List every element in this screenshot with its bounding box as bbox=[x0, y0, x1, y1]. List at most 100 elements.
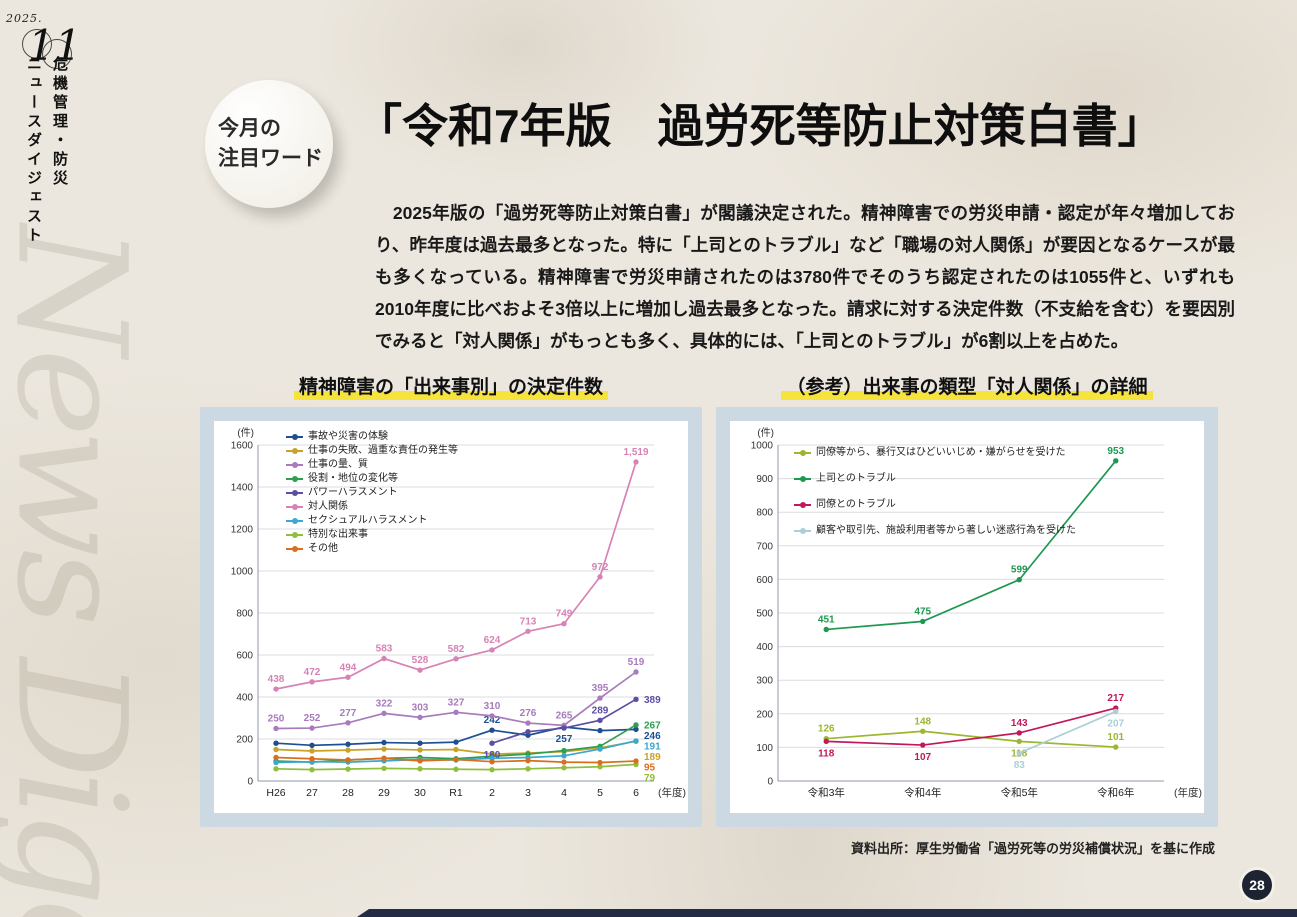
legend-line-marker-icon bbox=[286, 531, 303, 538]
svg-text:327: 327 bbox=[448, 697, 465, 708]
legend-line-marker-icon bbox=[794, 501, 811, 508]
svg-text:217: 217 bbox=[1107, 693, 1124, 704]
svg-text:4: 4 bbox=[561, 787, 567, 799]
svg-text:27: 27 bbox=[306, 787, 318, 799]
legend-line-marker-icon bbox=[286, 503, 303, 510]
legend-dot-icon bbox=[799, 527, 806, 534]
legend-dot-icon bbox=[291, 475, 298, 482]
svg-text:289: 289 bbox=[592, 705, 609, 716]
legend-line-marker-icon bbox=[794, 527, 811, 534]
legend-dot-icon bbox=[291, 433, 298, 440]
legend-dot-icon bbox=[291, 545, 298, 552]
badge-line-1: 今月の bbox=[218, 116, 281, 140]
right-chart-title: （参考）出来事の類型「対人関係」の詳細 bbox=[716, 372, 1218, 400]
svg-text:267: 267 bbox=[644, 720, 661, 731]
svg-text:600: 600 bbox=[756, 575, 773, 586]
legend-line-marker-icon bbox=[286, 517, 303, 524]
svg-text:126: 126 bbox=[818, 724, 835, 735]
right-chart-title-text: （参考）出来事の類型「対人関係」の詳細 bbox=[781, 377, 1153, 400]
legend-line-marker-icon bbox=[286, 461, 303, 468]
legend-item: 同僚とのトラブル bbox=[794, 499, 1076, 510]
svg-text:207: 207 bbox=[1107, 718, 1124, 729]
vertical-title-crisis: 危機管理・防災 bbox=[51, 56, 68, 189]
svg-text:(件): (件) bbox=[757, 427, 774, 439]
svg-text:(件): (件) bbox=[237, 427, 254, 439]
left-chart-canvas: 0 200 400 600 800 1000 1200 1400 1600 H26 27 28 29 30… bbox=[231, 427, 686, 799]
svg-text:令和3年: 令和3年 bbox=[808, 786, 845, 799]
legend-label: セクシュアルハラスメント bbox=[308, 515, 428, 526]
legend-line-marker-icon bbox=[794, 475, 811, 482]
left-chart-block: 精神障害の「出来事別」の決定件数 0 200 400 600 800 1000 1200 14… bbox=[200, 372, 702, 827]
svg-text:322: 322 bbox=[376, 698, 393, 709]
svg-text:300: 300 bbox=[756, 676, 773, 687]
legend-line-marker-icon bbox=[286, 545, 303, 552]
legend-label: 顧客や取引先、施設利用者等から著しい迷惑行為を受けた bbox=[816, 525, 1076, 536]
legend-label: その他 bbox=[308, 543, 338, 554]
svg-text:700: 700 bbox=[756, 541, 773, 552]
legend-label: 特別な出来事 bbox=[308, 529, 368, 540]
svg-text:972: 972 bbox=[592, 562, 609, 573]
svg-text:2: 2 bbox=[489, 787, 495, 799]
svg-text:3: 3 bbox=[525, 787, 531, 799]
svg-text:528: 528 bbox=[412, 655, 429, 666]
svg-text:242: 242 bbox=[484, 715, 501, 726]
svg-text:5: 5 bbox=[597, 787, 603, 799]
legend-dot-icon bbox=[291, 517, 298, 524]
right-chart-legend: 同僚等から、暴行又はひどいいじめ・嫌がらせを受けた上司とのトラブル同僚とのトラブ… bbox=[794, 447, 1076, 551]
svg-text:95: 95 bbox=[644, 762, 656, 773]
legend-dot-icon bbox=[291, 461, 298, 468]
svg-text:389: 389 bbox=[644, 695, 661, 706]
svg-text:189: 189 bbox=[644, 752, 661, 763]
svg-text:29: 29 bbox=[378, 787, 390, 799]
svg-text:257: 257 bbox=[556, 734, 573, 745]
legend-item: 仕事の失敗、過重な責任の発生等 bbox=[286, 445, 458, 456]
svg-text:107: 107 bbox=[914, 752, 931, 763]
legend-item: 特別な出来事 bbox=[286, 529, 458, 540]
svg-text:R1: R1 bbox=[449, 787, 463, 799]
svg-text:246: 246 bbox=[644, 731, 661, 742]
svg-text:148: 148 bbox=[914, 716, 931, 727]
svg-text:0: 0 bbox=[247, 777, 253, 788]
legend-item: 役割・地位の変化等 bbox=[286, 473, 458, 484]
svg-text:30: 30 bbox=[414, 787, 426, 799]
svg-text:310: 310 bbox=[484, 701, 501, 712]
svg-text:6: 6 bbox=[633, 787, 639, 799]
svg-text:100: 100 bbox=[756, 743, 773, 754]
svg-text:303: 303 bbox=[412, 702, 429, 713]
svg-text:395: 395 bbox=[592, 683, 609, 694]
legend-item: その他 bbox=[286, 543, 458, 554]
legend-label: 対人関係 bbox=[308, 501, 348, 512]
legend-line-marker-icon bbox=[794, 449, 811, 456]
legend-item: 対人関係 bbox=[286, 501, 458, 512]
svg-text:令和6年: 令和6年 bbox=[1097, 786, 1134, 799]
svg-text:1000: 1000 bbox=[231, 567, 254, 578]
legend-label: 同僚等から、暴行又はひどいいじめ・嫌がらせを受けた bbox=[816, 447, 1066, 458]
news-digest-watermark: News Digest bbox=[0, 225, 158, 917]
right-chart-panel: 0 100 200 300 400 500 600 700 800 900 1000 令和3年 令和4年… bbox=[716, 407, 1218, 827]
svg-text:472: 472 bbox=[304, 667, 321, 678]
legend-label: 役割・地位の変化等 bbox=[308, 473, 398, 484]
svg-text:1,519: 1,519 bbox=[623, 447, 648, 458]
issue-number: 11 bbox=[22, 25, 96, 77]
svg-text:令和5年: 令和5年 bbox=[1001, 786, 1038, 799]
legend-dot-icon bbox=[799, 475, 806, 482]
issue-year: 2025. bbox=[6, 12, 43, 25]
legend-item: 顧客や取引先、施設利用者等から著しい迷惑行為を受けた bbox=[794, 525, 1076, 536]
legend-item: パワーハラスメント bbox=[286, 487, 458, 498]
bottom-edge-bar bbox=[357, 909, 1297, 917]
legend-item: 上司とのトラブル bbox=[794, 473, 1076, 484]
svg-text:475: 475 bbox=[914, 606, 931, 617]
badge-line-2: 注目ワード bbox=[218, 147, 323, 170]
svg-text:令和4年: 令和4年 bbox=[904, 786, 941, 799]
svg-text:277: 277 bbox=[340, 708, 357, 719]
legend-label: 同僚とのトラブル bbox=[816, 499, 896, 510]
svg-text:252: 252 bbox=[304, 713, 321, 724]
svg-text:900: 900 bbox=[756, 474, 773, 485]
svg-text:(年度): (年度) bbox=[1174, 786, 1202, 799]
legend-item: 同僚等から、暴行又はひどいいじめ・嫌がらせを受けた bbox=[794, 447, 1076, 458]
svg-text:713: 713 bbox=[520, 616, 537, 627]
right-chart-canvas: 0 100 200 300 400 500 600 700 800 900 1000 令和3年 令和4年… bbox=[751, 427, 1202, 799]
svg-text:500: 500 bbox=[756, 609, 773, 620]
svg-text:118: 118 bbox=[818, 748, 835, 759]
svg-text:749: 749 bbox=[556, 609, 573, 620]
